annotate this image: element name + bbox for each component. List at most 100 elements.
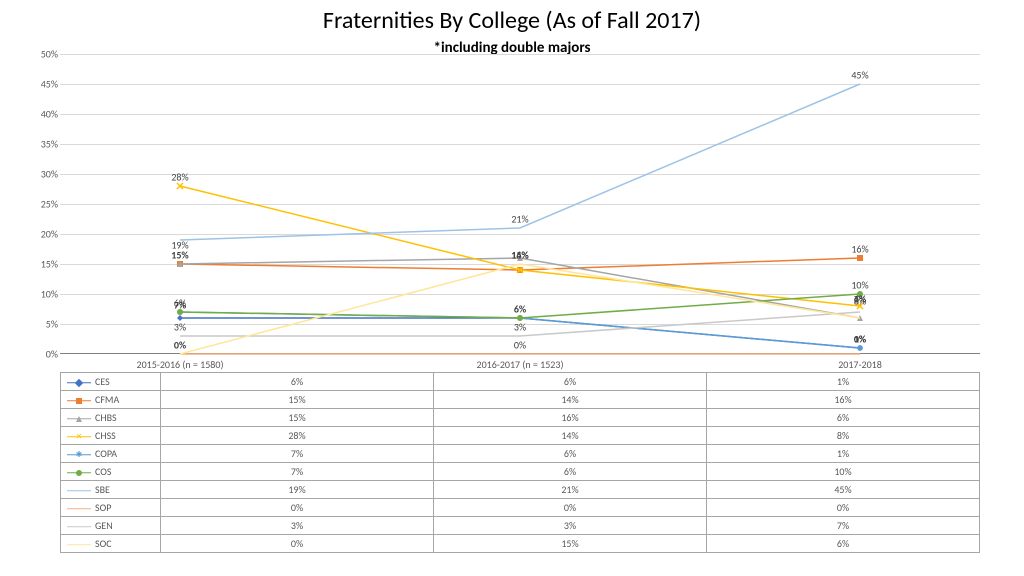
marker-CFMA xyxy=(857,255,863,261)
table-cell: 6% xyxy=(434,445,707,463)
table-cell: 0% xyxy=(161,499,434,517)
series-name-cell: CES xyxy=(61,373,161,391)
series-name-label: CHBS xyxy=(95,411,117,424)
chart-title: Fraternities By College (As of Fall 2017… xyxy=(0,0,1024,35)
legend-marker-CHSS: ✕ xyxy=(67,432,91,442)
data-label: 0% xyxy=(514,338,526,351)
y-tick-label: 40% xyxy=(22,108,58,121)
table-cell: 0% xyxy=(434,499,707,517)
legend-marker-CES xyxy=(67,378,91,388)
table-cell: 15% xyxy=(434,535,707,553)
table-cell: 0% xyxy=(161,535,434,553)
series-name-label: SOP xyxy=(95,501,111,514)
table-row: COS 7%6%10% xyxy=(61,463,980,481)
table-cell: 15% xyxy=(161,409,434,427)
data-label: 0% xyxy=(854,332,866,345)
data-label: 14% xyxy=(511,248,528,261)
table-row: ✕CHSS28%14%8% xyxy=(61,427,980,445)
data-label: 0% xyxy=(174,338,186,351)
table-row: CES6%6%1% xyxy=(61,373,980,391)
series-name-label: CFMA xyxy=(95,393,119,406)
series-name-cell: COS xyxy=(61,463,161,481)
data-label: 45% xyxy=(851,68,868,81)
series-name-label: COS xyxy=(95,465,111,478)
series-name-cell: ✕ CHSS xyxy=(61,427,161,445)
table-cell: 6% xyxy=(434,463,707,481)
data-label: 16% xyxy=(851,242,868,255)
x-axis-label: 2017-2018 xyxy=(838,358,882,371)
series-name-label: GEN xyxy=(95,519,113,532)
y-tick-label: 50% xyxy=(22,48,58,61)
y-tick-label: 15% xyxy=(22,258,58,271)
table-cell: 6% xyxy=(161,373,434,391)
y-tick-label: 25% xyxy=(22,198,58,211)
series-name-label: SOC xyxy=(95,537,112,550)
table-cell: 3% xyxy=(161,517,434,535)
data-label: 28% xyxy=(171,170,188,183)
marker-COPA xyxy=(857,345,863,351)
table-cell: 10% xyxy=(707,463,980,481)
table-row: GEN3%3%7% xyxy=(61,517,980,535)
table-cell: 7% xyxy=(161,463,434,481)
legend-marker-COPA: ✱ xyxy=(67,450,91,460)
legend-marker-GEN xyxy=(67,522,91,532)
y-tick-label: 35% xyxy=(22,138,58,151)
table-cell: 1% xyxy=(707,445,980,463)
table-cell: 7% xyxy=(707,517,980,535)
chart-area: 0%5%10%15%20%25%30%35%40%45%50% 2015-201… xyxy=(60,54,980,354)
data-table: CES6%6%1%CFMA15%14%16%CHBS15%16%6%✕CHSS2… xyxy=(60,372,980,553)
table-row: SOP0%0%0% xyxy=(61,499,980,517)
series-name-label: COPA xyxy=(95,447,117,460)
data-label: 21% xyxy=(511,212,528,225)
table-cell: 14% xyxy=(434,391,707,409)
table-row: SBE 19%21%45% xyxy=(61,481,980,499)
series-name-cell: ✱ COPA xyxy=(61,445,161,463)
y-tick-label: 20% xyxy=(22,228,58,241)
series-name-cell: GEN xyxy=(61,517,161,535)
table-cell: 45% xyxy=(707,481,980,499)
series-name-cell: SBE xyxy=(61,481,161,499)
legend-marker-SBE xyxy=(67,486,91,496)
table-cell: 3% xyxy=(434,517,707,535)
table-row: SOC 0%15%6% xyxy=(61,535,980,553)
series-name-label: CES xyxy=(95,375,110,388)
y-tick-label: 5% xyxy=(22,318,58,331)
table-cell: 6% xyxy=(707,535,980,553)
data-label: 10% xyxy=(851,278,868,291)
table-cell: 0% xyxy=(707,499,980,517)
y-tick-label: 10% xyxy=(22,288,58,301)
table-row: ✱ COPA 7%6%1% xyxy=(61,445,980,463)
table-cell: 1% xyxy=(707,373,980,391)
legend-marker-SOC xyxy=(67,540,91,550)
y-axis: 0%5%10%15%20%25%30%35%40%45%50% xyxy=(22,54,58,354)
table-cell: 16% xyxy=(707,391,980,409)
table-cell: 16% xyxy=(434,409,707,427)
legend-marker-COS xyxy=(67,468,91,478)
y-tick-label: 30% xyxy=(22,168,58,181)
x-axis-label: 2015-2016 (n = 1580) xyxy=(137,358,224,371)
series-name-cell: SOC xyxy=(61,535,161,553)
data-label: 6% xyxy=(174,296,186,309)
data-label: 3% xyxy=(174,320,186,333)
series-name-label: CHSS xyxy=(95,429,116,442)
table-cell: 21% xyxy=(434,481,707,499)
table-cell: 6% xyxy=(434,373,707,391)
legend-marker-SOP xyxy=(67,504,91,514)
series-line-CHSS xyxy=(180,186,860,306)
table-cell: 6% xyxy=(707,409,980,427)
table-cell: 19% xyxy=(161,481,434,499)
legend-marker-CFMA xyxy=(67,396,91,406)
table-cell: 7% xyxy=(161,445,434,463)
series-name-cell: SOP xyxy=(61,499,161,517)
series-name-label: SBE xyxy=(95,483,110,496)
data-label: 6% xyxy=(854,292,866,305)
data-label: 3% xyxy=(514,320,526,333)
data-label: 6% xyxy=(514,302,526,315)
series-name-cell: CHBS xyxy=(61,409,161,427)
table-cell: 14% xyxy=(434,427,707,445)
data-label: 15% xyxy=(171,248,188,261)
table-cell: 28% xyxy=(161,427,434,445)
y-tick-label: 45% xyxy=(22,78,58,91)
table-cell: 15% xyxy=(161,391,434,409)
y-tick-label: 0% xyxy=(22,348,58,361)
